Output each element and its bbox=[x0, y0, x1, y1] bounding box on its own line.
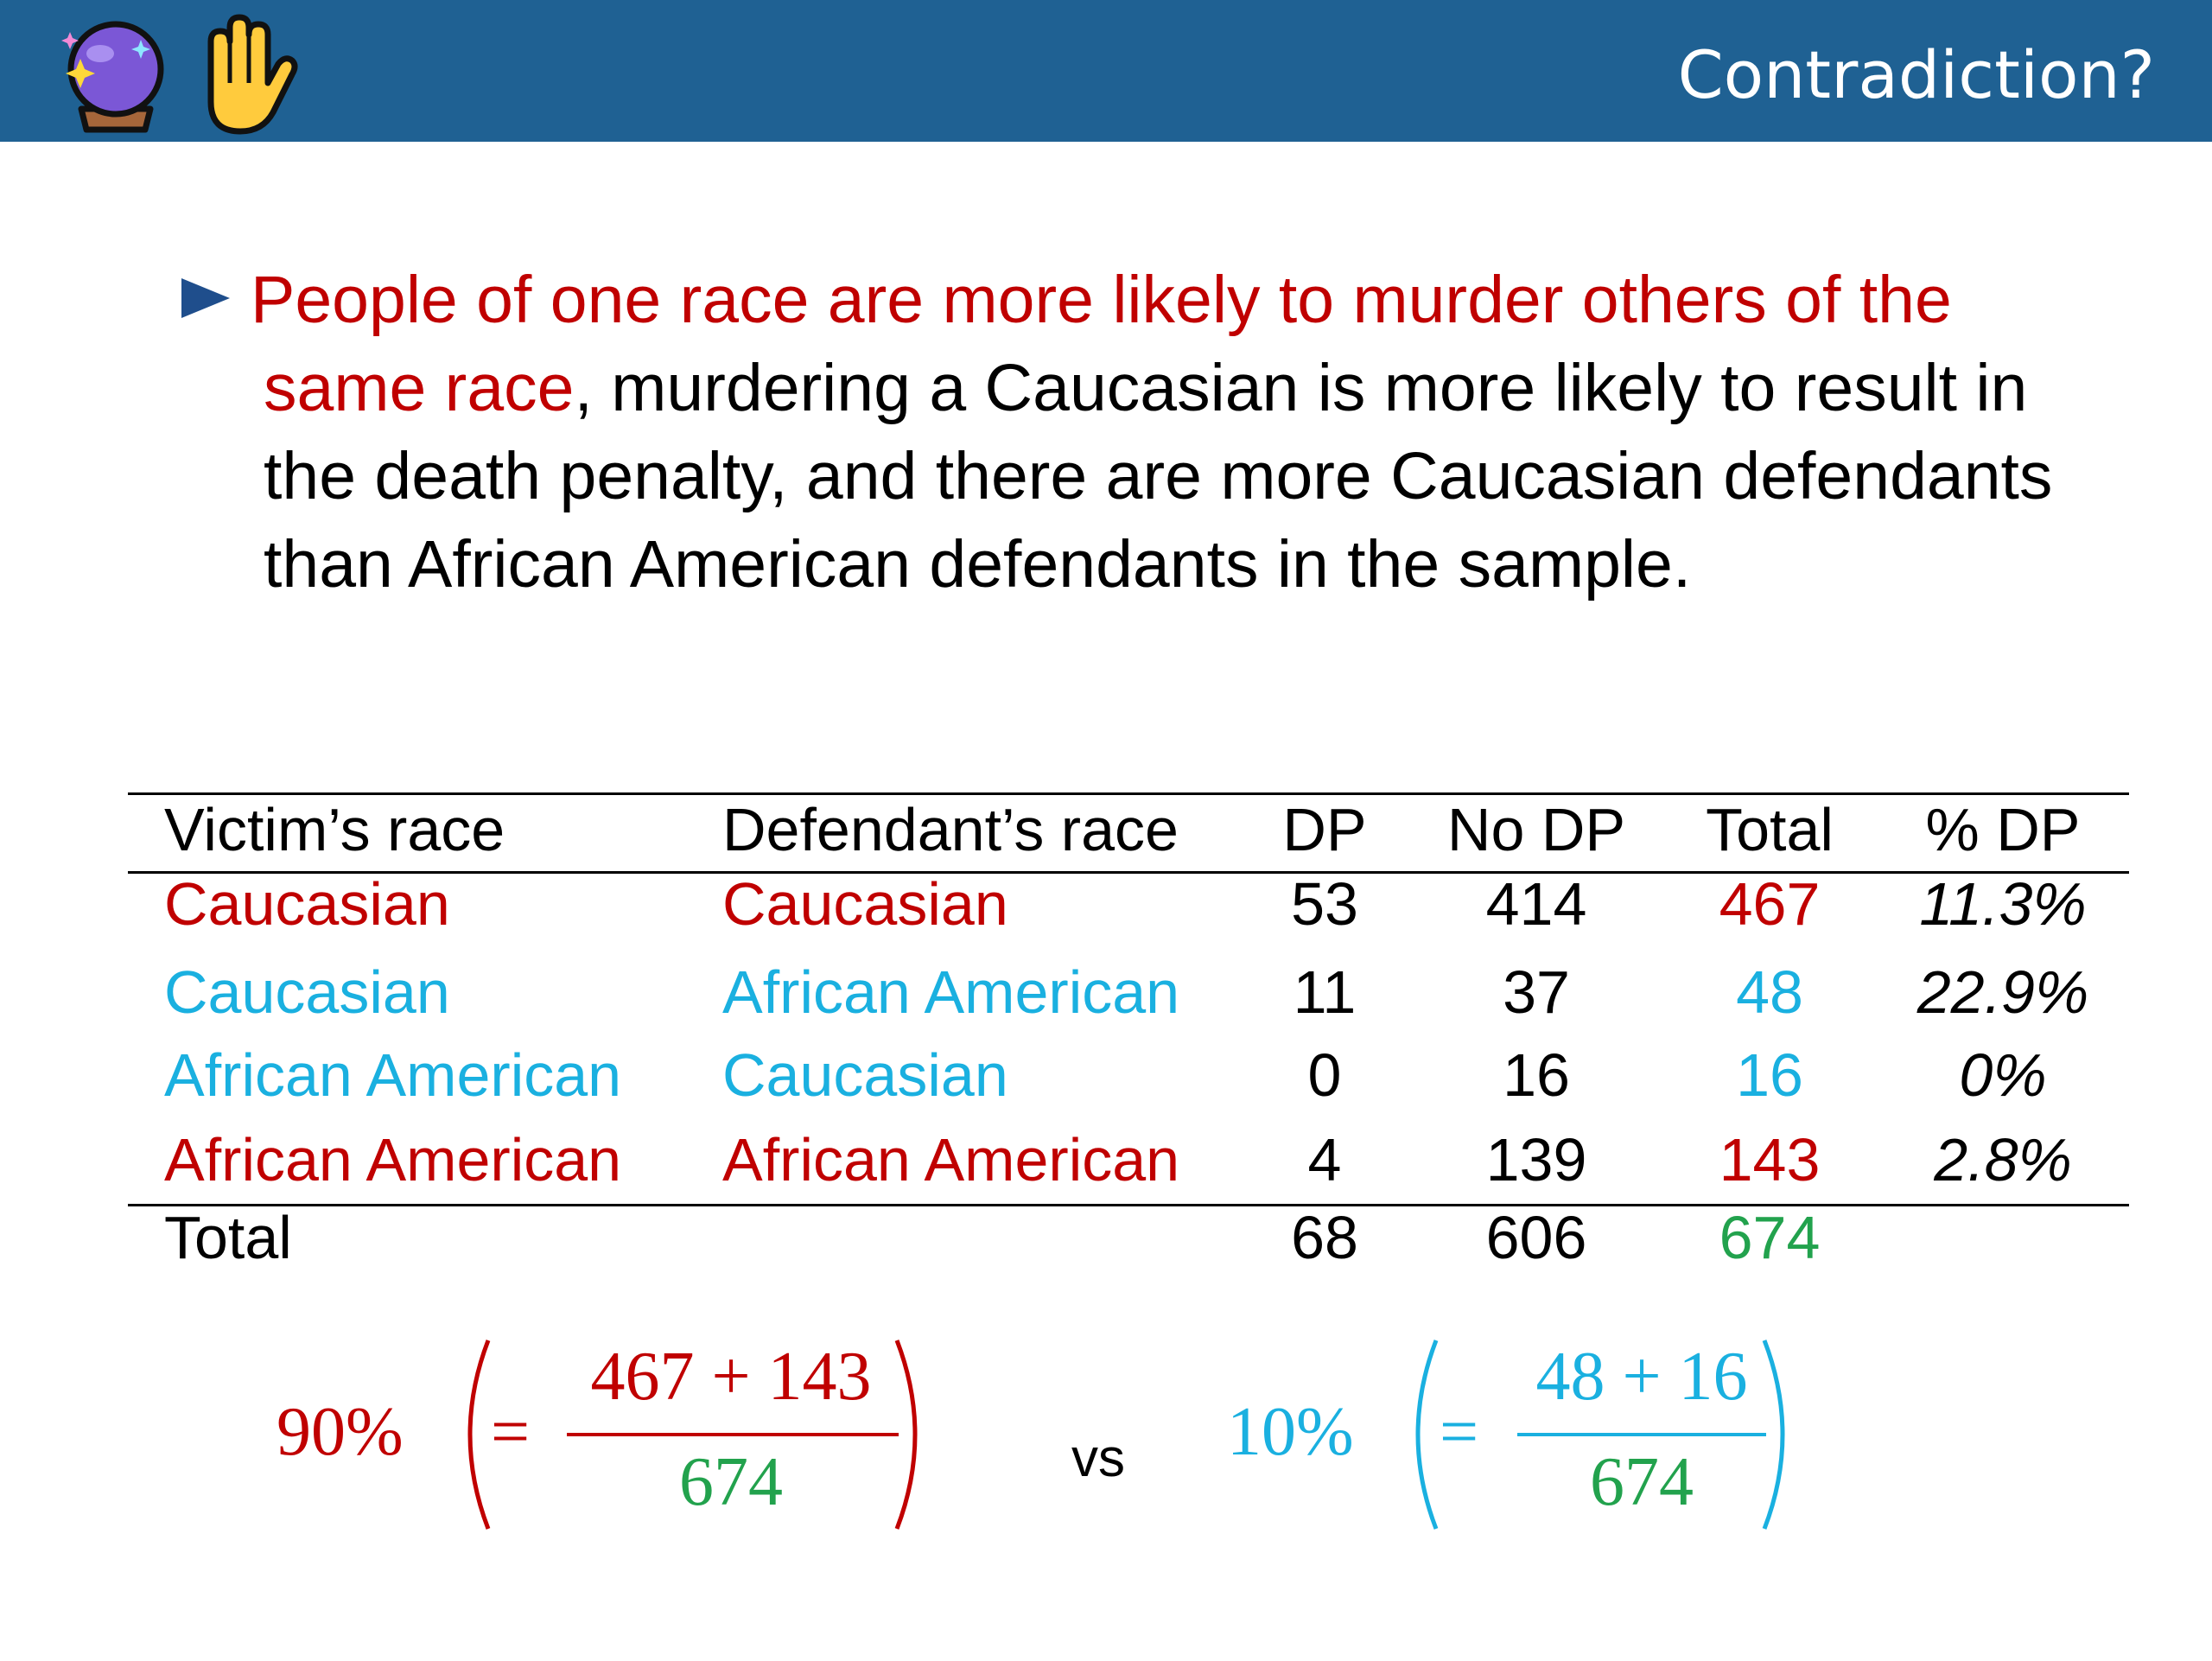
row4-defendant: African American bbox=[722, 1126, 1180, 1193]
table-header-rule bbox=[128, 871, 2129, 874]
row4-dp: 4 bbox=[1307, 1126, 1342, 1193]
title-bar: Contradiction? bbox=[0, 0, 2212, 142]
left-percent: 90% bbox=[276, 1394, 404, 1470]
row3-defendant: Caucasian bbox=[722, 1041, 1008, 1109]
col-header-dp: DP bbox=[1282, 796, 1367, 863]
row2-victim: Caucasian bbox=[164, 958, 450, 1026]
table-total-rule bbox=[128, 1204, 2129, 1206]
slide-title: Contradiction? bbox=[1677, 36, 2155, 113]
row2-defendant: African American bbox=[722, 958, 1180, 1026]
row1-dp: 53 bbox=[1291, 870, 1358, 938]
left-numerator: 467 + 143 bbox=[590, 1339, 872, 1415]
row1-nodp: 414 bbox=[1485, 870, 1587, 938]
col-header-defendant: Defendant’s race bbox=[722, 796, 1179, 863]
raised-hand-icon bbox=[207, 14, 298, 135]
bullet-rest: , murdering a Caucasian is more likely t… bbox=[264, 351, 2053, 601]
right-equals: = bbox=[1440, 1394, 1479, 1470]
row3-nodp: 16 bbox=[1503, 1041, 1570, 1109]
bullet-triangle-icon bbox=[181, 278, 230, 318]
total-total: 674 bbox=[1719, 1204, 1821, 1271]
row3-total: 16 bbox=[1736, 1041, 1803, 1109]
crystal-ball-icon bbox=[61, 21, 164, 133]
total-label: Total bbox=[164, 1204, 292, 1271]
row4-total: 143 bbox=[1719, 1126, 1821, 1193]
vs-label: vs bbox=[1071, 1429, 1125, 1488]
left-equals: = bbox=[491, 1394, 531, 1470]
right-denominator: 674 bbox=[1590, 1444, 1694, 1520]
row2-nodp: 37 bbox=[1503, 958, 1570, 1026]
row4-nodp: 139 bbox=[1485, 1126, 1587, 1193]
left-close-paren bbox=[894, 1340, 918, 1530]
total-nodp: 606 bbox=[1485, 1204, 1587, 1271]
col-header-nodp: No DP bbox=[1446, 796, 1626, 863]
row2-total: 48 bbox=[1736, 958, 1803, 1026]
row3-pct: 0% bbox=[1959, 1041, 2047, 1109]
bullet-highlight: People of one race are more likely to mu… bbox=[251, 263, 1952, 425]
left-denominator: 674 bbox=[679, 1444, 783, 1520]
bullet-text: People of one race are more likely to mu… bbox=[251, 256, 2078, 608]
total-dp: 68 bbox=[1291, 1204, 1358, 1271]
row1-total: 467 bbox=[1719, 870, 1821, 938]
row1-defendant: Caucasian bbox=[722, 870, 1008, 938]
row1-victim: Caucasian bbox=[164, 870, 450, 938]
col-header-total: Total bbox=[1706, 796, 1834, 863]
left-open-paren bbox=[467, 1340, 491, 1530]
right-close-paren bbox=[1762, 1340, 1785, 1530]
row4-pct: 2.8% bbox=[1934, 1126, 2072, 1193]
right-numerator: 48 + 16 bbox=[1535, 1339, 1748, 1415]
row2-pct: 22.9% bbox=[1916, 958, 2089, 1026]
row4-victim: African American bbox=[164, 1126, 622, 1193]
left-fraction-bar bbox=[567, 1433, 899, 1436]
right-percent: 10% bbox=[1227, 1394, 1354, 1470]
row3-victim: African American bbox=[164, 1041, 622, 1109]
right-open-paren bbox=[1415, 1340, 1439, 1530]
col-header-pct: % DP bbox=[1925, 796, 2081, 863]
row3-dp: 0 bbox=[1307, 1041, 1342, 1109]
right-fraction-bar bbox=[1517, 1433, 1766, 1436]
table-top-rule bbox=[128, 792, 2129, 795]
row1-pct: 11.3% bbox=[1919, 870, 2087, 938]
col-header-victim: Victim’s race bbox=[164, 796, 505, 863]
row2-dp: 11 bbox=[1293, 958, 1357, 1026]
